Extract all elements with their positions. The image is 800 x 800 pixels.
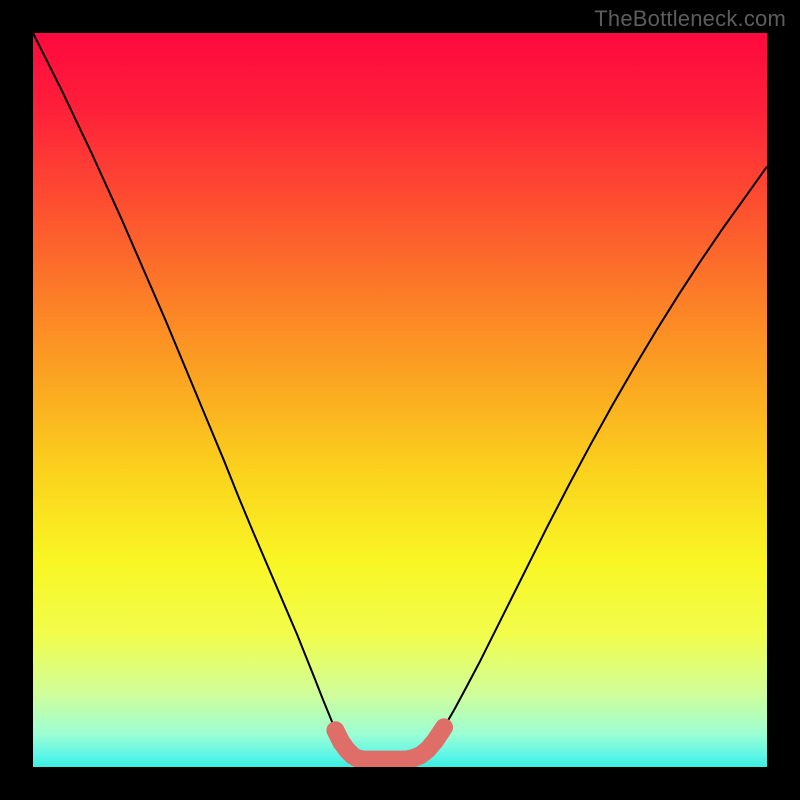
chart-background [33, 33, 767, 767]
chart-frame: TheBottleneck.com [0, 0, 800, 800]
chart-svg [33, 33, 767, 767]
chart-plot [33, 33, 767, 767]
watermark-text: TheBottleneck.com [594, 6, 786, 32]
